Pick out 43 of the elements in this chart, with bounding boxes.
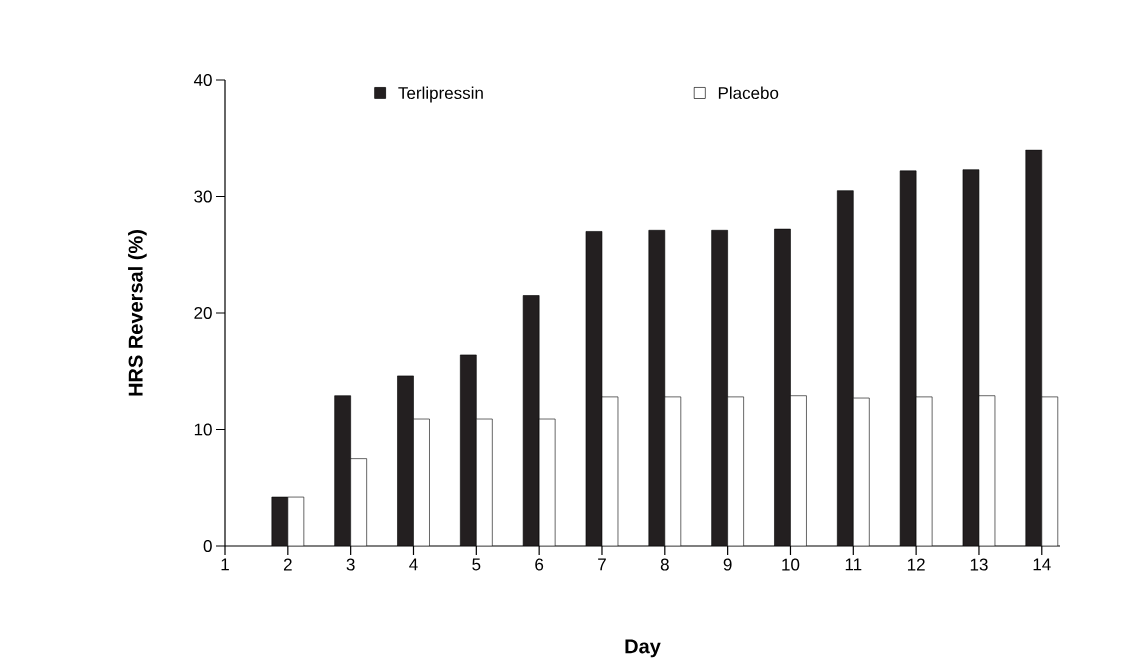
x-tick-label: 13: [970, 558, 988, 571]
x-tick-label: 14: [1033, 558, 1051, 571]
bar: [1041, 396, 1059, 546]
x-tick-label: 7: [598, 558, 606, 571]
x-tick-label: 3: [346, 558, 355, 571]
bar: [774, 228, 791, 546]
x-tick-label: 10: [782, 558, 800, 571]
legend-label: Terlipressin: [398, 86, 483, 103]
x-tick-label: 9: [723, 558, 732, 571]
y-tick-label: 0: [203, 539, 212, 553]
bar: [350, 458, 367, 546]
y-axis-title: HRS Reversal (%): [128, 230, 147, 396]
y-tick-label: 30: [194, 190, 212, 203]
bar: [334, 395, 351, 546]
bar: [287, 496, 305, 546]
bar: [476, 418, 493, 546]
x-axis-title: Day: [625, 639, 661, 658]
x-tick-label: 12: [907, 558, 925, 571]
y-tick-label: 10: [194, 423, 212, 436]
x-tick-label: 1: [221, 558, 229, 571]
x-tick-label: 4: [409, 558, 418, 571]
bar: [790, 395, 807, 546]
bar: [837, 190, 854, 546]
bar: [711, 229, 728, 546]
x-tick-label: 11: [845, 558, 862, 571]
bar: [1025, 149, 1043, 546]
legend-label: Placebo: [718, 86, 779, 100]
x-tick-label: 2: [283, 558, 292, 571]
bar: [413, 418, 430, 546]
bar: [522, 295, 540, 546]
y-tick-label: 40: [193, 73, 212, 87]
x-tick-label: 8: [660, 558, 669, 571]
bar: [397, 375, 414, 546]
bar: [727, 396, 744, 546]
bar: [664, 396, 682, 546]
bar: [648, 229, 666, 546]
bar: [271, 496, 289, 546]
bar: [538, 418, 556, 546]
y-tick-label: 20: [194, 306, 212, 320]
x-tick-label: 5: [472, 558, 481, 571]
bar: [853, 397, 870, 546]
bar: [460, 354, 477, 546]
x-tick-label: 6: [535, 558, 544, 571]
